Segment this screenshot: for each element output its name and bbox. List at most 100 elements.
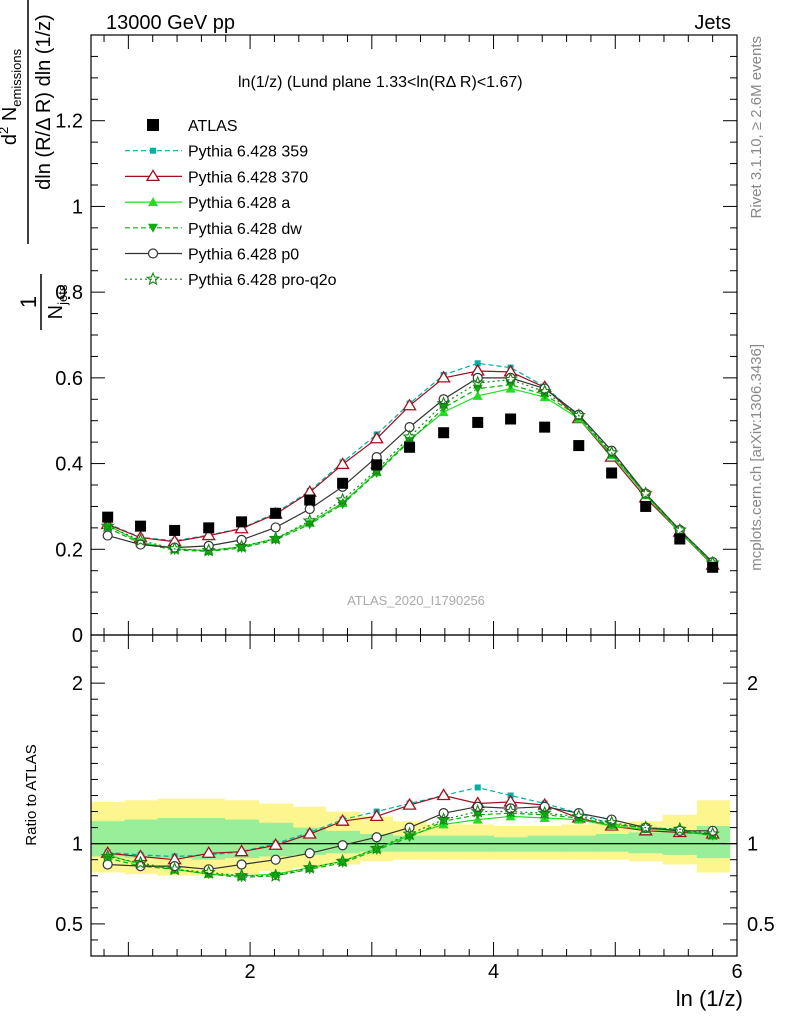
ratio-point [201,846,216,858]
data-point [505,413,517,425]
data-point [672,522,687,537]
data-point [304,494,316,506]
ratio-point [438,817,449,827]
main-y-axis-label: 1 Njets d2 Nemissions dln (R/Δ R) dln (1… [0,0,70,330]
ratio-point [371,832,382,843]
ratio-point [100,849,115,863]
data-point [270,507,282,519]
ratio-point [102,859,113,870]
data-point [707,561,719,573]
main-series-layer [100,360,720,573]
data-point [638,486,653,500]
data-point [203,522,215,534]
main-y-tick-label: 0.8 [55,282,83,304]
data-point [571,408,586,422]
data-point [270,535,281,545]
ratio-point [436,788,451,801]
ratio-series-layer [100,784,720,883]
data-point [337,477,349,489]
ratio-point [503,804,518,818]
data-point [438,394,449,405]
legend-entry: ATLAS [147,118,238,135]
data-point [470,375,485,390]
ratio-point [234,844,249,857]
rivet-version-label: Rivet 3.1.10, ≥ 2.6M events [748,36,765,219]
ratio-y-axis-label: Ratio to ATLAS [23,744,40,845]
data-point [167,541,182,555]
ratio-point [573,808,584,819]
legend-entry: Pythia 6.428 pro-q2o [125,271,337,289]
legend-marker [148,197,158,207]
ratio-series-pythia-6-428-pro-q2o [100,804,720,882]
main-y-tick-label: 1 [72,196,83,218]
legend-entry: Pythia 6.428 359 [125,144,308,161]
ratio-y-tick-label: 0.5 [55,914,83,936]
legend-label: Pythia 6.428 359 [188,144,308,161]
data-point [472,390,483,400]
ratio-y-tick-label: 1 [72,834,83,856]
ratio-panel-frame [90,634,738,957]
data-point [100,518,115,533]
ratio-point [470,804,485,818]
axes-layer: 0 0.2 0.4 0.6 0.8 1 1.2 2 4 6 0.5 0.5 1 1 2 2 [55,34,775,983]
data-point [402,398,417,411]
series-pythia-6-428-a [102,383,718,569]
data-point [436,370,451,383]
svg-text:Njets: Njets [45,284,70,319]
data-point [472,416,484,428]
main-y-tick-label: 0.4 [55,454,83,476]
ratio-point [436,812,451,826]
data-point [369,431,384,444]
ratio-point [606,814,617,825]
ratio-point [369,841,384,855]
data-point [573,440,585,452]
ratio-point [537,805,552,820]
header-collision-label: 13000 GeV pp [106,12,235,34]
green-band-bin [493,837,529,852]
data-point [102,530,113,541]
ratio-line [107,810,713,877]
ratio-point [234,868,249,882]
ratio-point [402,797,417,810]
ratio-y-tick-label-right: 1 [747,834,758,856]
ratio-y-tick-label-right: 2 [747,673,758,695]
ratio-point [335,853,350,868]
data-point [169,524,181,536]
data-point [135,520,147,532]
ratio-point [268,837,283,850]
ratio-point [302,826,317,839]
x-tick-label: 6 [731,961,742,983]
data-point [268,531,283,545]
data-point [606,467,618,479]
data-point [236,516,248,528]
ratio-point [402,826,417,841]
series-pythia-6-428-359 [104,360,716,567]
x-tick-label: 4 [488,961,499,983]
data-point [537,384,552,398]
green-band-bin [628,832,664,854]
legend-marker [148,223,158,233]
legend-label: ATLAS [188,118,238,135]
main-y-tick-label: 0.2 [55,539,83,561]
ratio-point [571,808,586,823]
x-tick-label: 2 [245,961,256,983]
series-atlas [102,413,719,573]
ratio-point [167,861,182,876]
green-band-bin [595,834,630,852]
ratio-point [236,873,247,883]
mcplots-label: mcplots.cern.ch [arXiv:1306.3436] [748,344,765,571]
legend-marker [150,147,156,154]
legend-label: Pythia 6.428 p0 [188,247,299,264]
data-point [304,503,315,515]
legend-marker [147,248,159,259]
data-point [505,380,516,390]
data-point [674,533,686,545]
data-point [404,441,416,453]
legend-label: Pythia 6.428 a [188,195,290,212]
data-point [335,457,350,470]
legend-entry: Pythia 6.428 a [125,195,290,212]
ratio-point [270,854,281,865]
data-point [234,539,249,553]
data-point [539,421,551,433]
